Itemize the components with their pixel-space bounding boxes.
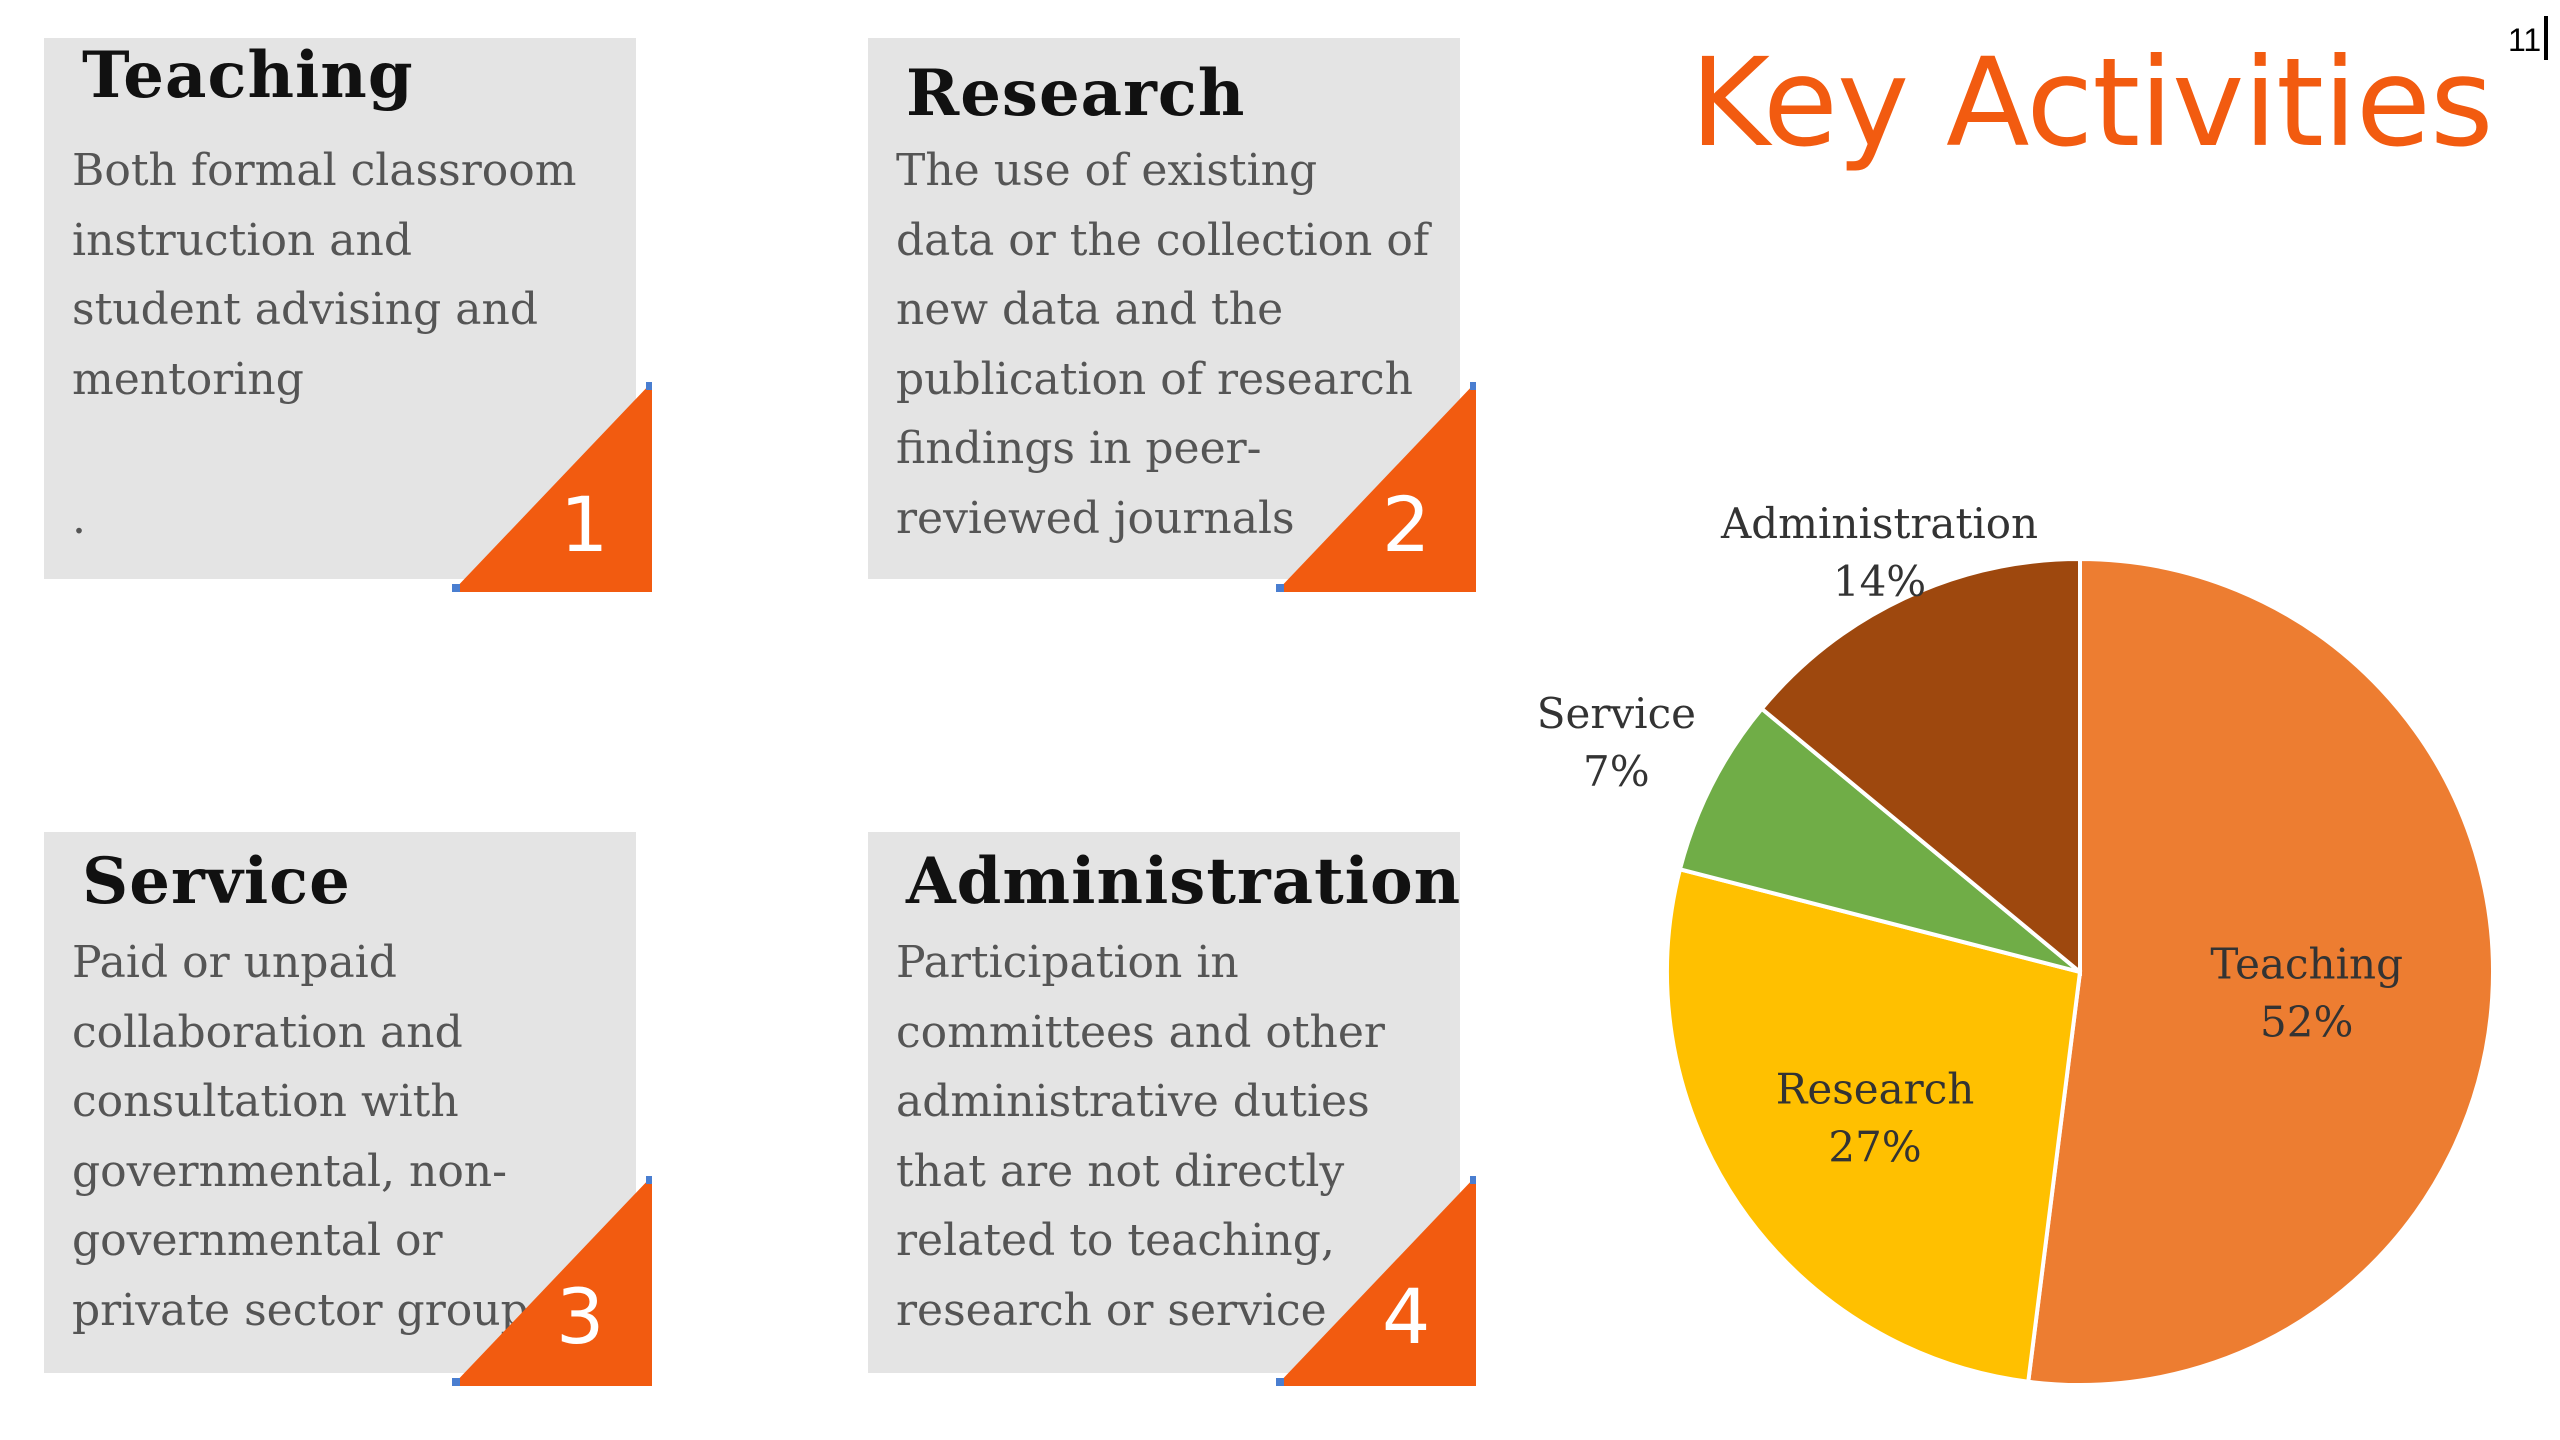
pie-label-value: 7% — [1583, 747, 1650, 796]
slide-title: Key Activities — [1690, 32, 2494, 174]
pie-slice-teaching — [2026, 556, 2495, 1387]
pie-label-research: Research 27% — [1776, 1064, 1975, 1171]
pie-label-name: Service — [1537, 689, 1696, 738]
pie-label-name: Teaching — [2210, 939, 2403, 988]
card-title: Research — [906, 56, 1246, 131]
card-body: Both formal classroom instruction and st… — [72, 145, 577, 544]
pie-label-value: 14% — [1833, 557, 1926, 606]
pie-label-value: 27% — [1828, 1122, 1921, 1171]
text-cursor — [2544, 16, 2548, 60]
pie-slice-administration — [1758, 556, 2082, 977]
card-body: Paid or unpaid collaboration and consult… — [72, 937, 552, 1336]
pie-label-administration: Administration 14% — [1720, 499, 2038, 606]
card-title: Administration — [906, 844, 1462, 919]
pie-label-value: 52% — [2260, 997, 2353, 1046]
pie-label-name: Administration — [1720, 499, 2038, 548]
card-number: 1 — [560, 480, 609, 569]
slide-number: 11 — [2508, 22, 2542, 58]
card-title: Service — [82, 844, 351, 919]
pie-label-service: Service 7% — [1537, 689, 1696, 796]
card-corner-triangle — [452, 1176, 652, 1386]
activities-pie-chart: Teaching 52% Research 27% Service 7% Administr… — [1537, 499, 2495, 1387]
card-body: Participation in committees and other ad… — [896, 937, 1385, 1336]
card-number: 2 — [1382, 480, 1431, 569]
card-corner-triangle — [1276, 1176, 1476, 1386]
pie-slice-service — [1677, 705, 2082, 974]
pie-slice-research — [1665, 866, 2083, 1384]
card-corner-triangle — [1276, 382, 1476, 592]
card-number: 3 — [556, 1272, 605, 1361]
card-corner-triangle — [452, 382, 652, 592]
card-teaching: Teaching Both formal classroom instructi… — [44, 38, 636, 579]
card-research: Research The use of existing data or the… — [868, 38, 1460, 579]
pie-label-teaching: Teaching 52% — [2210, 939, 2403, 1046]
pie-label-name: Research — [1776, 1064, 1975, 1113]
card-service: Service Paid or unpaid collaboration and… — [44, 832, 636, 1373]
card-number: 4 — [1382, 1272, 1431, 1361]
card-body: The use of existing data or the collecti… — [896, 145, 1430, 544]
card-title: Teaching — [82, 38, 414, 113]
card-administration: Administration Participation in committe… — [868, 832, 1460, 1373]
